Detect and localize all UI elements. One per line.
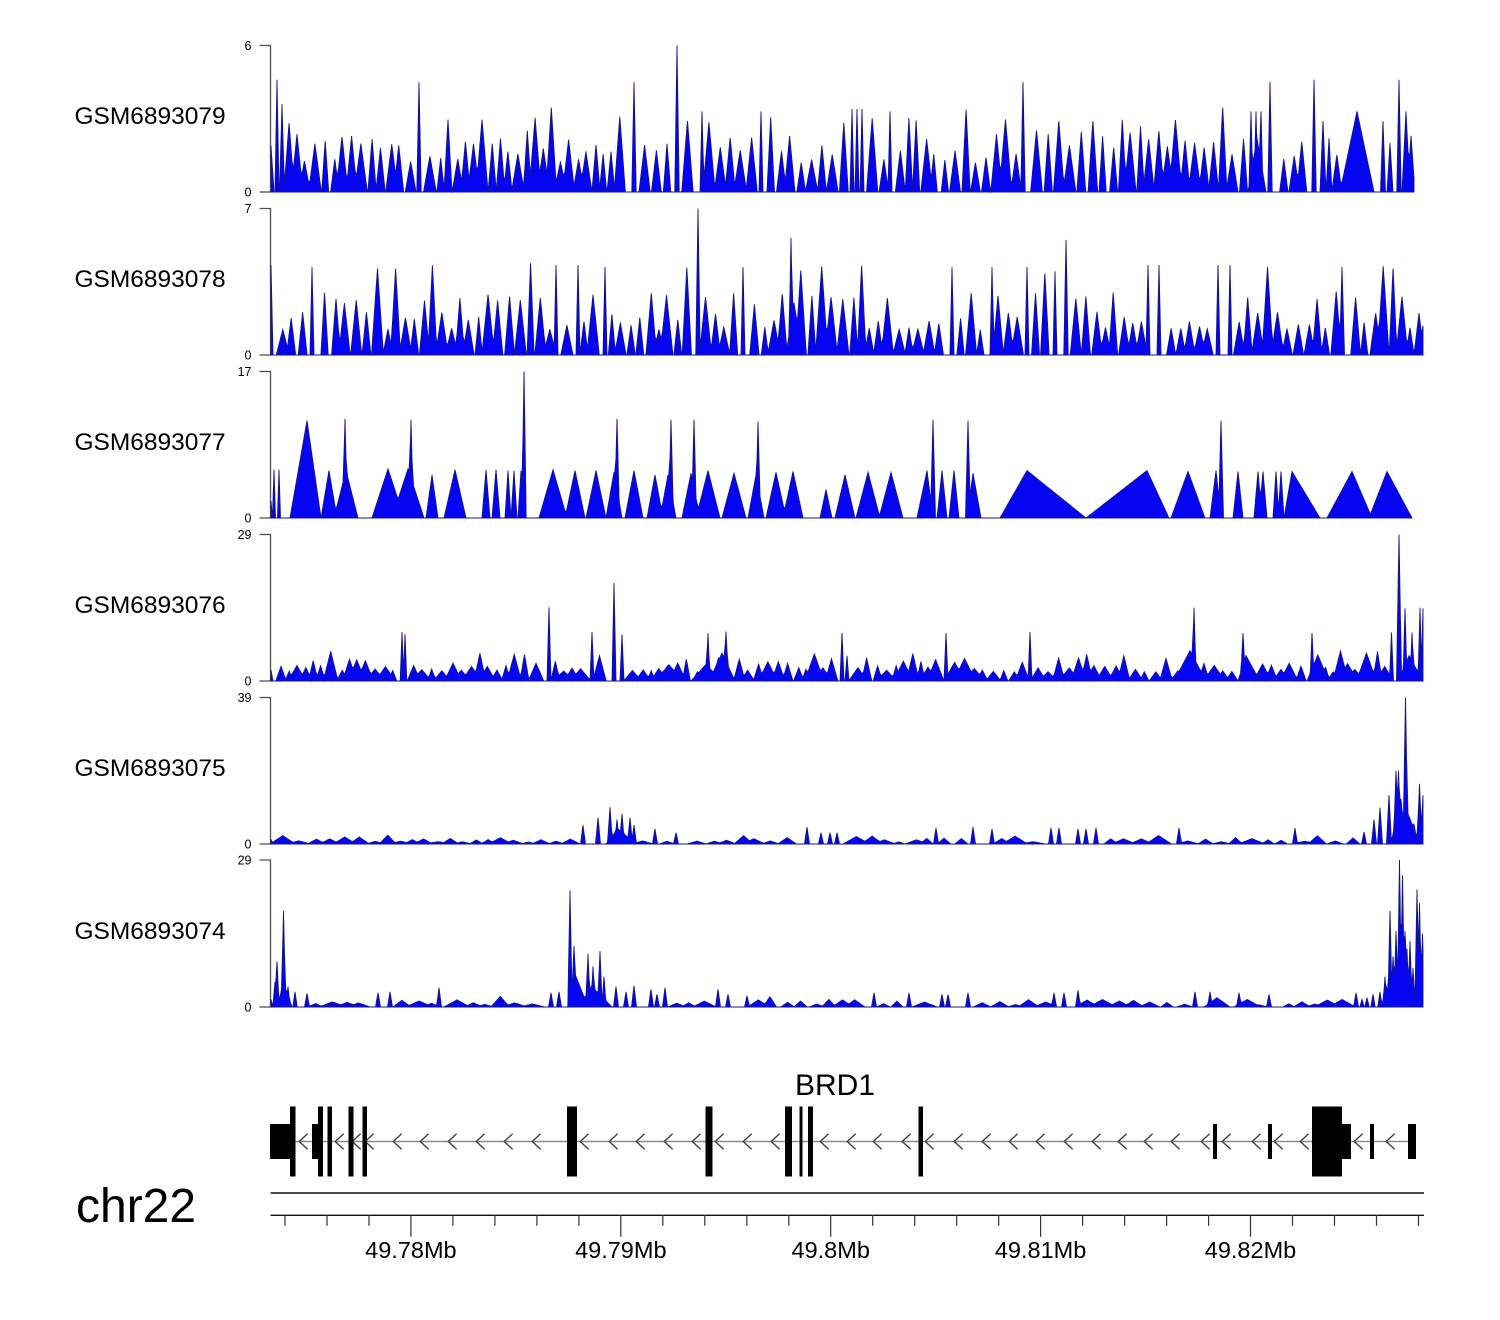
svg-text:0: 0 — [245, 185, 252, 199]
svg-text:0: 0 — [245, 674, 252, 688]
svg-text:0: 0 — [245, 837, 252, 851]
svg-text:GSM6893077: GSM6893077 — [75, 429, 226, 456]
svg-text:29: 29 — [238, 528, 252, 542]
svg-text:7: 7 — [245, 202, 252, 216]
svg-text:0: 0 — [245, 511, 252, 525]
svg-text:0: 0 — [245, 1000, 252, 1014]
svg-text:GSM6893075: GSM6893075 — [75, 755, 226, 782]
svg-text:GSM6893074: GSM6893074 — [75, 918, 226, 945]
svg-text:49.81Mb: 49.81Mb — [995, 1237, 1086, 1263]
svg-text:6: 6 — [245, 39, 252, 53]
svg-text:39: 39 — [238, 691, 252, 705]
svg-text:GSM6893078: GSM6893078 — [75, 266, 226, 293]
svg-text:GSM6893079: GSM6893079 — [75, 103, 226, 130]
svg-text:17: 17 — [238, 365, 252, 379]
svg-text:49.79Mb: 49.79Mb — [575, 1237, 666, 1263]
svg-text:BRD1: BRD1 — [795, 1069, 875, 1102]
svg-text:0: 0 — [245, 348, 252, 362]
svg-text:GSM6893076: GSM6893076 — [75, 592, 226, 619]
svg-text:29: 29 — [238, 853, 252, 867]
svg-text:49.82Mb: 49.82Mb — [1205, 1237, 1296, 1263]
svg-text:49.8Mb: 49.8Mb — [792, 1237, 870, 1263]
svg-text:49.78Mb: 49.78Mb — [365, 1237, 456, 1263]
svg-text:chr22: chr22 — [76, 1180, 196, 1233]
